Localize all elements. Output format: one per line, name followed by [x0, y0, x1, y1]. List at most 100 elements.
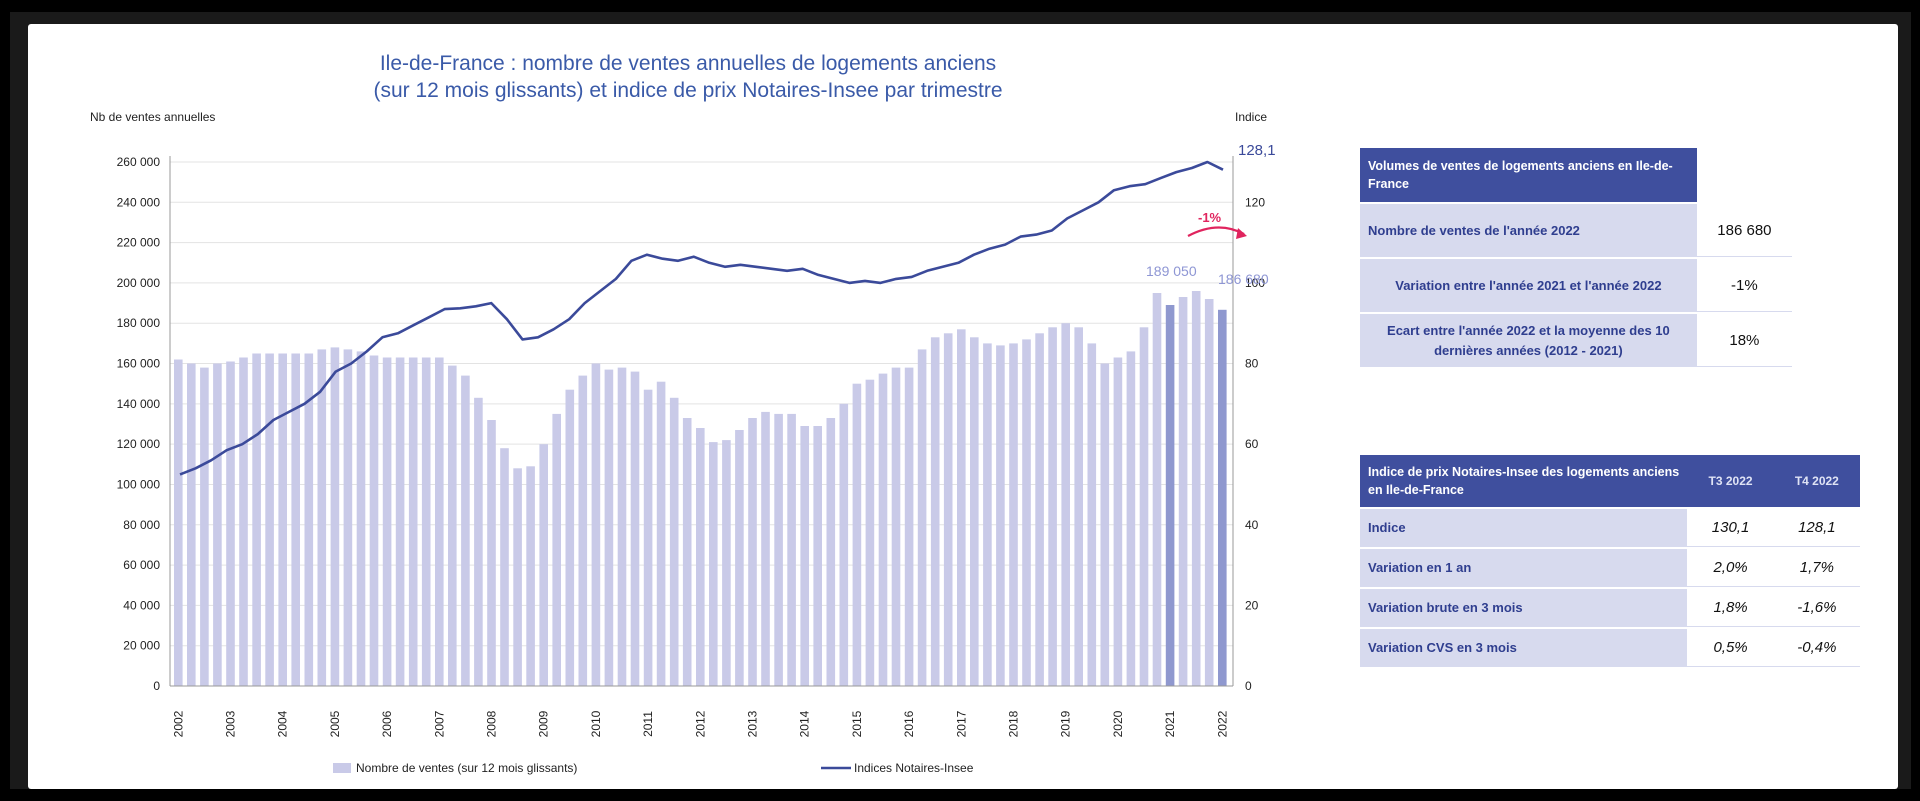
axes: 0 20 000 40 000 60 000 80 000 100 000 120 000 1…	[117, 155, 1266, 737]
bar	[891, 367, 901, 686]
left-tick-label: 240 000	[117, 195, 161, 209]
bar	[957, 329, 966, 686]
left-tick-label: 40 000	[123, 598, 160, 612]
bar	[878, 373, 888, 686]
bar	[669, 397, 679, 686]
bar	[565, 389, 575, 686]
change-arrow-icon	[1187, 226, 1245, 237]
left-tick-label: 200 000	[117, 276, 161, 290]
bar	[1100, 363, 1110, 686]
bar	[1113, 357, 1123, 686]
index-row-t3: 130,1	[1687, 509, 1774, 547]
sales-table-header: Volumes de ventes de logements anciens e…	[1360, 148, 1697, 202]
right-tick-label: 120	[1245, 195, 1265, 209]
value-label-2022: 186 680	[1218, 271, 1269, 287]
x-tick-label: 2008	[484, 710, 498, 737]
x-tick-label: 2016	[902, 710, 916, 737]
bars	[174, 291, 1227, 686]
bar	[578, 375, 588, 686]
x-tick-label: 2013	[745, 710, 759, 737]
index-row-t4: -1,6%	[1773, 589, 1860, 627]
bar	[369, 355, 379, 686]
index-series-line	[179, 160, 1224, 476]
table-row: Ecart entre l'année 2022 et la moyenne d…	[1360, 314, 1792, 367]
bar	[682, 418, 692, 686]
bar	[435, 357, 444, 686]
bar	[461, 375, 470, 686]
bar	[709, 442, 718, 686]
table-row: Variation entre l'année 2021 et l'année …	[1360, 259, 1792, 312]
bar	[330, 347, 340, 686]
bar	[395, 357, 405, 686]
bar	[487, 420, 496, 686]
bar	[1087, 343, 1097, 686]
left-tick-label: 20 000	[123, 639, 160, 653]
bar	[787, 413, 796, 686]
legend-label-bars: Nombre de ventes (sur 12 mois glissants)	[356, 761, 577, 775]
bar	[761, 411, 770, 686]
bar	[1048, 327, 1057, 686]
bar	[630, 371, 640, 686]
bar	[643, 389, 653, 686]
left-axis-label: Nb de ventes annuelles	[90, 110, 216, 124]
bar	[813, 426, 822, 686]
bar	[1139, 327, 1149, 686]
bar	[421, 357, 431, 686]
x-tick-label: 2011	[641, 711, 655, 737]
sales-row-value: 18%	[1696, 314, 1792, 367]
bar	[408, 357, 418, 686]
bar	[265, 353, 274, 686]
left-tick-label: 120 000	[117, 437, 161, 451]
sales-row-value: -1%	[1696, 259, 1792, 312]
x-tick-label: 2014	[798, 710, 812, 737]
bar	[1178, 297, 1188, 686]
x-tick-label: 2009	[537, 710, 551, 737]
right-tick-label: 100	[1245, 276, 1265, 290]
x-tick-label: 2021	[1163, 710, 1177, 737]
index-row-t4: 1,7%	[1773, 549, 1860, 587]
x-tick-label: 2006	[380, 710, 394, 737]
x-tick-label: 2020	[1111, 710, 1125, 737]
x-tick-label: 2017	[954, 710, 968, 737]
bar	[174, 359, 183, 686]
bar	[1009, 343, 1018, 686]
bar	[617, 367, 627, 686]
sales-row-label: Nombre de ventes de l'année 2022	[1360, 204, 1697, 257]
index-row-t4: -0,4%	[1773, 629, 1860, 667]
chart-subtitle: (sur 12 mois glissants) et indice de pri…	[373, 79, 1003, 102]
right-tick-label: 40	[1245, 518, 1259, 532]
bar	[983, 343, 992, 686]
left-tick-label: 80 000	[123, 518, 160, 532]
bar	[500, 448, 509, 686]
bar	[356, 351, 366, 686]
change-label: -1%	[1198, 210, 1222, 225]
x-tick-label: 2015	[850, 710, 864, 737]
right-tick-label: 80	[1245, 357, 1259, 371]
bar	[1191, 291, 1201, 686]
bar	[539, 444, 548, 686]
index-col-t3: T3 2022	[1687, 455, 1774, 507]
bar	[1152, 293, 1162, 686]
price-index-table: Indice de prix Notaires-Insee des logeme…	[1360, 453, 1860, 669]
left-tick-label: 60 000	[123, 558, 160, 572]
index-row-label: Variation brute en 3 mois	[1360, 589, 1688, 627]
bar	[200, 367, 209, 686]
index-last-label: 128,1	[1238, 142, 1276, 159]
x-tick-label: 2002	[171, 710, 185, 737]
bar	[317, 349, 327, 686]
bar	[1204, 299, 1214, 686]
bar	[343, 349, 353, 686]
table-row: Indice 130,1 128,1	[1360, 509, 1860, 547]
sales-volume-table: Volumes de ventes de logements anciens e…	[1360, 146, 1792, 369]
bar	[696, 428, 705, 686]
index-row-t3: 2,0%	[1687, 549, 1774, 587]
x-tick-label: 2012	[693, 710, 707, 737]
sales-row-label: Variation entre l'année 2021 et l'année …	[1360, 259, 1697, 312]
arrow-head-icon	[1236, 228, 1247, 239]
bar	[904, 367, 914, 686]
bar	[917, 349, 927, 686]
bar	[304, 353, 314, 686]
x-tick-label: 2010	[589, 710, 603, 737]
index-table-header: Indice de prix Notaires-Insee des logeme…	[1360, 455, 1688, 507]
left-tick-label: 160 000	[117, 357, 161, 371]
